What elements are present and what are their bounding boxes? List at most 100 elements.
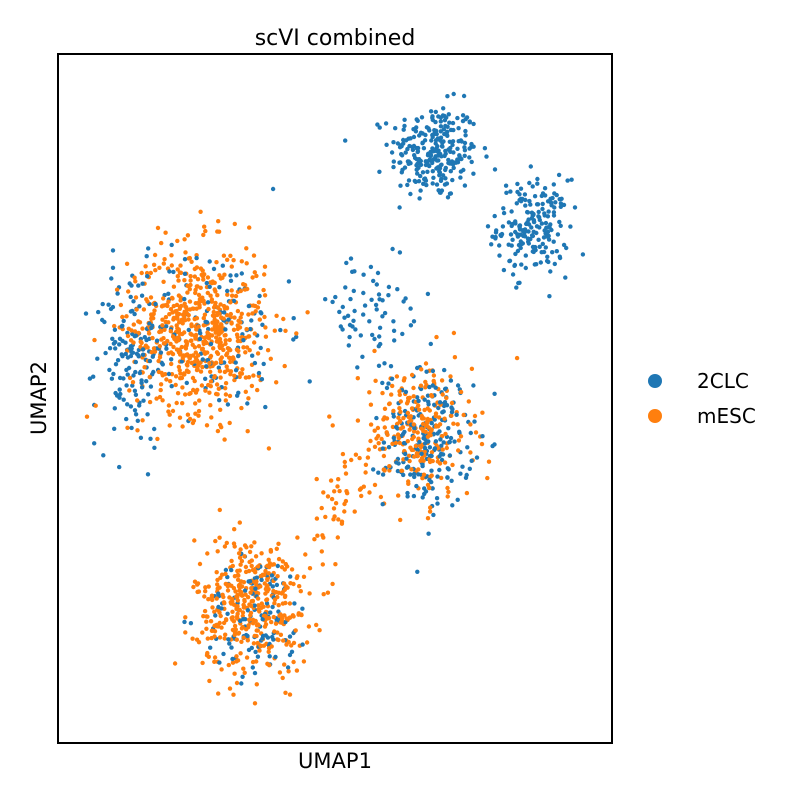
point-mesc	[147, 399, 153, 405]
point-2clc	[434, 182, 440, 187]
point-mesc	[274, 313, 279, 318]
point-mesc	[252, 633, 257, 639]
point-mesc	[212, 655, 218, 660]
point-mesc	[175, 267, 180, 272]
point-2clc	[457, 154, 462, 159]
point-mesc	[248, 590, 253, 595]
point-2clc	[416, 179, 422, 184]
point-mesc	[125, 333, 131, 339]
point-2clc	[106, 302, 111, 307]
point-mesc	[214, 570, 219, 575]
point-mesc	[191, 418, 197, 423]
point-mesc	[202, 608, 208, 614]
point-2clc	[200, 357, 205, 362]
point-mesc	[247, 348, 252, 353]
point-2clc	[146, 392, 151, 397]
point-mesc	[175, 238, 180, 244]
point-mesc	[163, 230, 168, 235]
point-2clc	[129, 283, 134, 288]
point-2clc	[333, 294, 338, 300]
point-mesc	[331, 517, 336, 522]
point-2clc	[391, 328, 397, 333]
point-mesc	[430, 458, 435, 464]
point-mesc	[330, 423, 335, 428]
point-mesc	[203, 228, 208, 234]
point-2clc	[545, 229, 551, 235]
point-2clc	[551, 213, 557, 218]
point-2clc	[462, 140, 468, 146]
point-mesc	[147, 374, 152, 380]
point-mesc	[381, 467, 386, 472]
point-2clc	[484, 154, 489, 159]
point-2clc	[432, 402, 437, 407]
point-2clc	[532, 262, 537, 267]
point-2clc	[117, 464, 122, 470]
point-mesc	[215, 582, 220, 587]
point-2clc	[239, 681, 244, 686]
point-2clc	[287, 634, 293, 639]
point-2clc	[446, 426, 451, 431]
point-mesc	[161, 279, 166, 284]
point-mesc	[190, 375, 196, 381]
point-2clc	[132, 311, 137, 317]
point-2clc	[229, 567, 234, 573]
point-2clc	[389, 376, 395, 381]
point-mesc	[235, 308, 241, 314]
point-2clc	[115, 358, 121, 363]
point-mesc	[271, 614, 276, 620]
point-2clc	[428, 151, 433, 157]
point-mesc	[235, 323, 240, 328]
point-2clc	[448, 378, 454, 383]
point-mesc	[223, 571, 228, 577]
point-mesc	[389, 392, 394, 397]
point-mesc	[173, 382, 178, 388]
point-2clc	[455, 157, 460, 162]
point-2clc	[253, 649, 258, 655]
point-mesc	[215, 293, 220, 298]
point-2clc	[425, 169, 430, 174]
point-mesc	[265, 563, 270, 569]
point-2clc	[340, 304, 345, 310]
point-mesc	[274, 546, 279, 551]
point-mesc	[201, 339, 206, 344]
point-mesc	[228, 300, 233, 305]
point-mesc	[274, 380, 279, 385]
point-mesc	[200, 630, 205, 635]
point-mesc	[213, 289, 218, 294]
point-2clc	[532, 194, 538, 199]
point-mesc	[272, 597, 278, 602]
point-mesc	[368, 438, 373, 444]
point-2clc	[415, 395, 420, 400]
point-mesc	[232, 544, 237, 549]
point-2clc	[264, 601, 270, 606]
point-2clc	[121, 376, 126, 381]
point-2clc	[205, 300, 211, 305]
point-2clc	[537, 244, 542, 249]
point-mesc	[157, 265, 162, 270]
point-2clc	[539, 193, 544, 199]
point-mesc	[171, 284, 177, 289]
point-mesc	[393, 440, 399, 446]
point-2clc	[252, 360, 258, 366]
point-mesc	[263, 325, 268, 330]
point-mesc	[271, 562, 277, 567]
point-2clc	[549, 203, 554, 208]
point-2clc	[408, 191, 413, 197]
point-mesc	[157, 355, 163, 360]
point-2clc	[111, 371, 116, 377]
point-2clc	[493, 234, 498, 240]
point-mesc	[411, 394, 416, 399]
point-mesc	[391, 408, 396, 414]
point-2clc	[521, 229, 526, 234]
point-mesc	[266, 446, 272, 451]
point-2clc	[422, 434, 427, 439]
point-mesc	[263, 334, 269, 339]
point-2clc	[503, 183, 509, 188]
point-2clc	[515, 248, 521, 254]
point-2clc	[430, 181, 435, 186]
point-2clc	[518, 186, 524, 191]
point-2clc	[485, 224, 491, 229]
point-2clc	[121, 397, 126, 402]
point-mesc	[440, 392, 445, 397]
point-2clc	[255, 654, 261, 659]
